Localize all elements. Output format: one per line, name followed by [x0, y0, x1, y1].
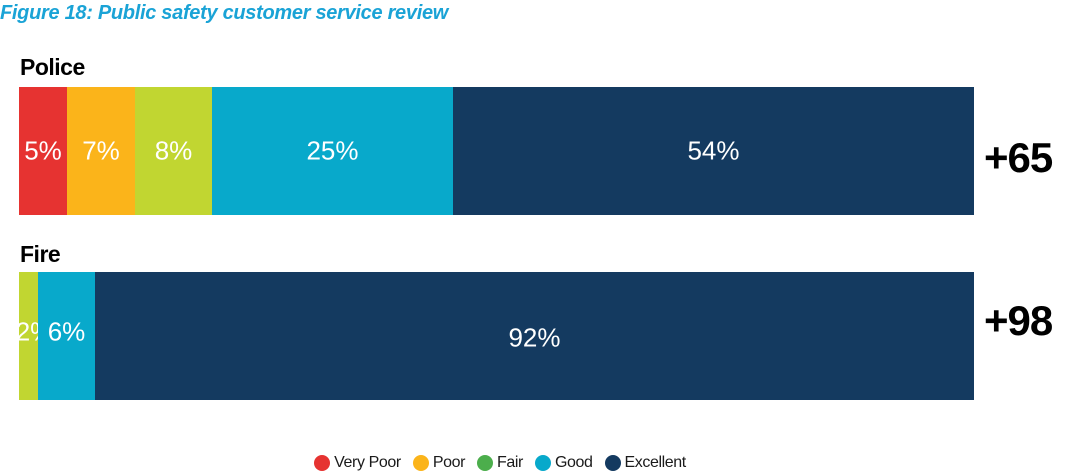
bar-segment-police-fair: [135, 87, 212, 215]
legend-item-very-poor: Very Poor: [314, 454, 401, 472]
legend-item-excellent: Excellent: [604, 454, 687, 472]
bar-segment-fire-fair: [19, 272, 38, 400]
net-score-police: +65: [984, 134, 1053, 181]
data-label-police-poor: 7%: [82, 135, 120, 166]
legend: Very Poor Poor Fair Good Excellent: [0, 452, 1000, 474]
bar-segment-police-good: [212, 87, 453, 215]
legend-label: Fair: [497, 454, 523, 471]
figure-title: Figure 18: Public safety customer servic…: [0, 2, 449, 24]
data-label-police-fair: 8%: [154, 135, 193, 166]
net-score-fire: +98: [984, 297, 1053, 344]
data-label-fire-good: 6%: [47, 316, 86, 347]
bar-segment-fire-good: [38, 272, 95, 400]
group-label-fire: Fire: [20, 241, 61, 267]
legend-label: Poor: [432, 454, 466, 471]
legend-item-good: Good: [534, 454, 593, 472]
legend-label: Very Poor: [334, 454, 401, 471]
stacked-bar-police: 5% 7% 8% 25% 54%: [19, 87, 974, 215]
data-label-fire-excellent: 92%: [508, 322, 561, 353]
legend-label: Good: [554, 454, 593, 471]
legend-swatch: [314, 455, 331, 471]
legend-swatch: [412, 455, 429, 471]
legend-label: Excellent: [624, 454, 687, 471]
legend-item-poor: Poor: [412, 454, 466, 472]
group-label-police: Police: [20, 54, 85, 80]
bar-segment-police-excellent: [453, 87, 974, 215]
legend-swatch: [477, 455, 494, 471]
bar-segment-police-very-poor: [19, 87, 67, 215]
data-label-police-excellent: 54%: [687, 135, 740, 166]
data-label-police-very-poor: 5%: [24, 135, 62, 166]
legend-swatch: [604, 455, 621, 471]
legend-item-fair: Fair: [477, 454, 523, 472]
legend-swatch: [534, 455, 551, 471]
bar-segment-fire-excellent: [95, 272, 974, 400]
stacked-bar-fire: 2% 6% 92%: [16, 272, 974, 400]
bar-segment-police-poor: [67, 87, 135, 215]
data-label-police-good: 25%: [306, 135, 359, 166]
